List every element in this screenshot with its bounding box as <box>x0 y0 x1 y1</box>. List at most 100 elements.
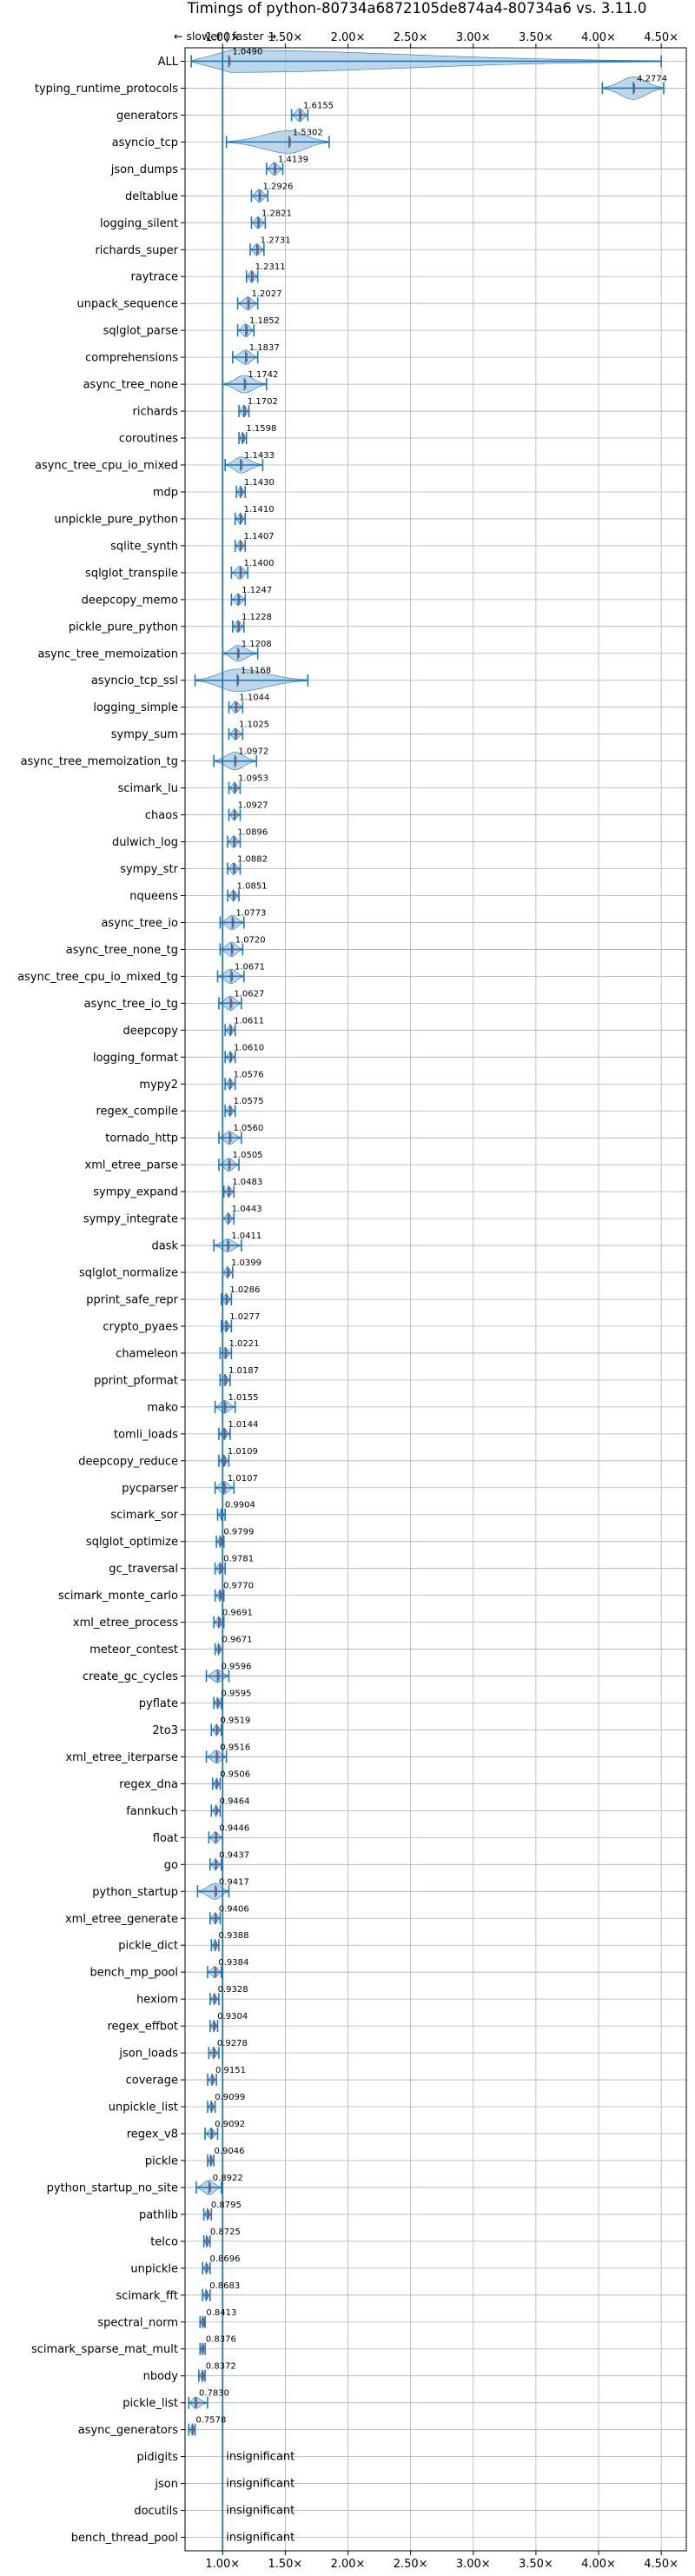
category-label: sqlglot_normalize <box>79 1267 178 1280</box>
value-label: 0.9519 <box>220 1716 250 1725</box>
category-label: comprehensions <box>85 352 178 365</box>
value-label: 0.7830 <box>199 2389 229 2399</box>
category-label: regex_v8 <box>127 2128 178 2141</box>
value-label: 0.9691 <box>222 1609 253 1618</box>
category-label: async_tree_memoization <box>37 647 178 661</box>
value-label: 1.0187 <box>228 1366 259 1376</box>
value-label: 0.8683 <box>209 2281 240 2291</box>
value-label: 0.9406 <box>219 1904 249 1914</box>
category-label: logging_silent <box>100 217 178 230</box>
value-label: 1.0490 <box>232 47 262 56</box>
x-tick-label-bottom: 1.00× <box>205 2558 240 2571</box>
value-label: 0.9388 <box>218 1931 248 1941</box>
x-tick-label-top: 4.50× <box>644 31 678 44</box>
value-label: 0.8795 <box>211 2201 242 2210</box>
category-label: typing_runtime_protocols <box>35 83 178 96</box>
marks-layer <box>188 48 665 2551</box>
value-label: 1.0720 <box>235 935 266 945</box>
value-label: 1.2821 <box>261 209 292 218</box>
value-label: 0.9304 <box>217 2012 248 2022</box>
value-label: 1.0286 <box>229 1285 260 1295</box>
x-tick-label-top: 2.50× <box>394 31 428 44</box>
category-label: async_tree_cpu_io_mixed <box>35 460 178 473</box>
value-label: 1.1702 <box>248 397 278 407</box>
category-label: sqlglot_optimize <box>86 1536 178 1549</box>
category-label: async_generators <box>78 2424 179 2437</box>
category-label: scimark_sor <box>110 1509 178 1522</box>
plot-frame <box>184 47 687 2552</box>
value-label: 1.0927 <box>238 801 268 811</box>
category-label: docutils <box>134 2505 178 2518</box>
value-label: 0.9278 <box>217 2039 248 2048</box>
category-label: deepcopy_memo <box>82 594 178 607</box>
category-label: dulwich_log <box>112 836 178 849</box>
value-label: 1.0627 <box>234 989 264 999</box>
value-label: 1.0575 <box>234 1097 264 1106</box>
value-label: 1.0773 <box>235 908 266 918</box>
value-label: 0.8413 <box>206 2308 236 2318</box>
value-label: 1.1247 <box>242 586 272 595</box>
category-label: chameleon <box>116 1347 178 1360</box>
x-tick-label-top: 3.50× <box>519 31 553 44</box>
category-label: deltablue <box>125 190 178 203</box>
category-label: mdp <box>153 486 178 499</box>
value-label: 1.1430 <box>244 478 275 488</box>
value-label: 1.0505 <box>233 1151 263 1160</box>
category-label: meteor_contest <box>89 1643 178 1656</box>
value-label: 1.0443 <box>232 1205 262 1214</box>
category-label: pickle_pure_python <box>69 621 178 634</box>
value-label: 0.9046 <box>215 2147 245 2156</box>
category-label: pyflate <box>139 1697 178 1710</box>
category-label: logging_format <box>93 1052 178 1065</box>
value-label: 1.0972 <box>238 747 268 757</box>
category-label: generators <box>116 110 178 123</box>
value-label: 1.0851 <box>237 881 268 891</box>
category-label: sympy_integrate <box>83 1213 178 1226</box>
value-label: 1.1598 <box>246 424 276 434</box>
category-label: dask <box>151 1240 178 1253</box>
value-label: 1.0411 <box>231 1232 261 1241</box>
value-label: 1.1208 <box>242 640 272 649</box>
category-label: coverage <box>126 2075 178 2088</box>
chart-title: Timings of python-80734a6872105de874a4-8… <box>187 0 647 17</box>
value-label: 0.8376 <box>206 2335 236 2345</box>
value-label: 1.0107 <box>228 1474 258 1484</box>
value-label: 1.5302 <box>293 128 323 137</box>
category-label: sqlglot_parse <box>103 325 178 338</box>
category-label: pickle_list <box>122 2397 178 2410</box>
insignificant-label: insignificant <box>226 2532 295 2545</box>
category-label: spectral_norm <box>97 2316 178 2329</box>
category-label: gc_traversal <box>109 1563 178 1576</box>
value-label: 0.7578 <box>195 2416 226 2426</box>
category-label: ALL <box>158 56 179 69</box>
value-label: 1.0483 <box>232 1178 262 1187</box>
x-tick-label-top: 2.00× <box>331 31 366 44</box>
category-label: regex_dna <box>119 1778 178 1791</box>
insignificant-label: insignificant <box>226 2505 295 2518</box>
category-label: xml_etree_parse <box>85 1159 178 1172</box>
category-label: richards_super <box>95 244 178 257</box>
value-label: 0.9151 <box>215 2066 246 2075</box>
category-label: sympy_str <box>120 863 178 876</box>
value-label: 1.1407 <box>244 532 275 541</box>
category-label: 2to3 <box>152 1724 178 1737</box>
category-label: async_tree_cpu_io_mixed_tg <box>17 971 178 984</box>
category-label: xml_etree_process <box>73 1617 178 1630</box>
category-label: unpack_sequence <box>76 298 178 311</box>
x-tick-label-bottom: 1.50× <box>268 2558 302 2571</box>
category-label: fannkuch <box>126 1805 178 1818</box>
value-label: 0.9384 <box>218 1958 248 1968</box>
category-label: mypy2 <box>139 1079 178 1092</box>
category-label: async_tree_memoization_tg <box>21 755 178 768</box>
value-label: 4.2774 <box>637 74 667 83</box>
category-label: mako <box>147 1401 178 1414</box>
value-label: 1.1228 <box>242 613 272 622</box>
category-label: xml_etree_generate <box>65 1913 178 1926</box>
category-label: nbody <box>143 2370 179 2383</box>
value-label: 0.9464 <box>220 1796 250 1806</box>
category-label: sqlglot_transpile <box>85 567 178 580</box>
value-label: 1.0882 <box>237 855 268 865</box>
category-label: chaos <box>145 809 178 822</box>
value-label: 1.1168 <box>241 667 271 676</box>
